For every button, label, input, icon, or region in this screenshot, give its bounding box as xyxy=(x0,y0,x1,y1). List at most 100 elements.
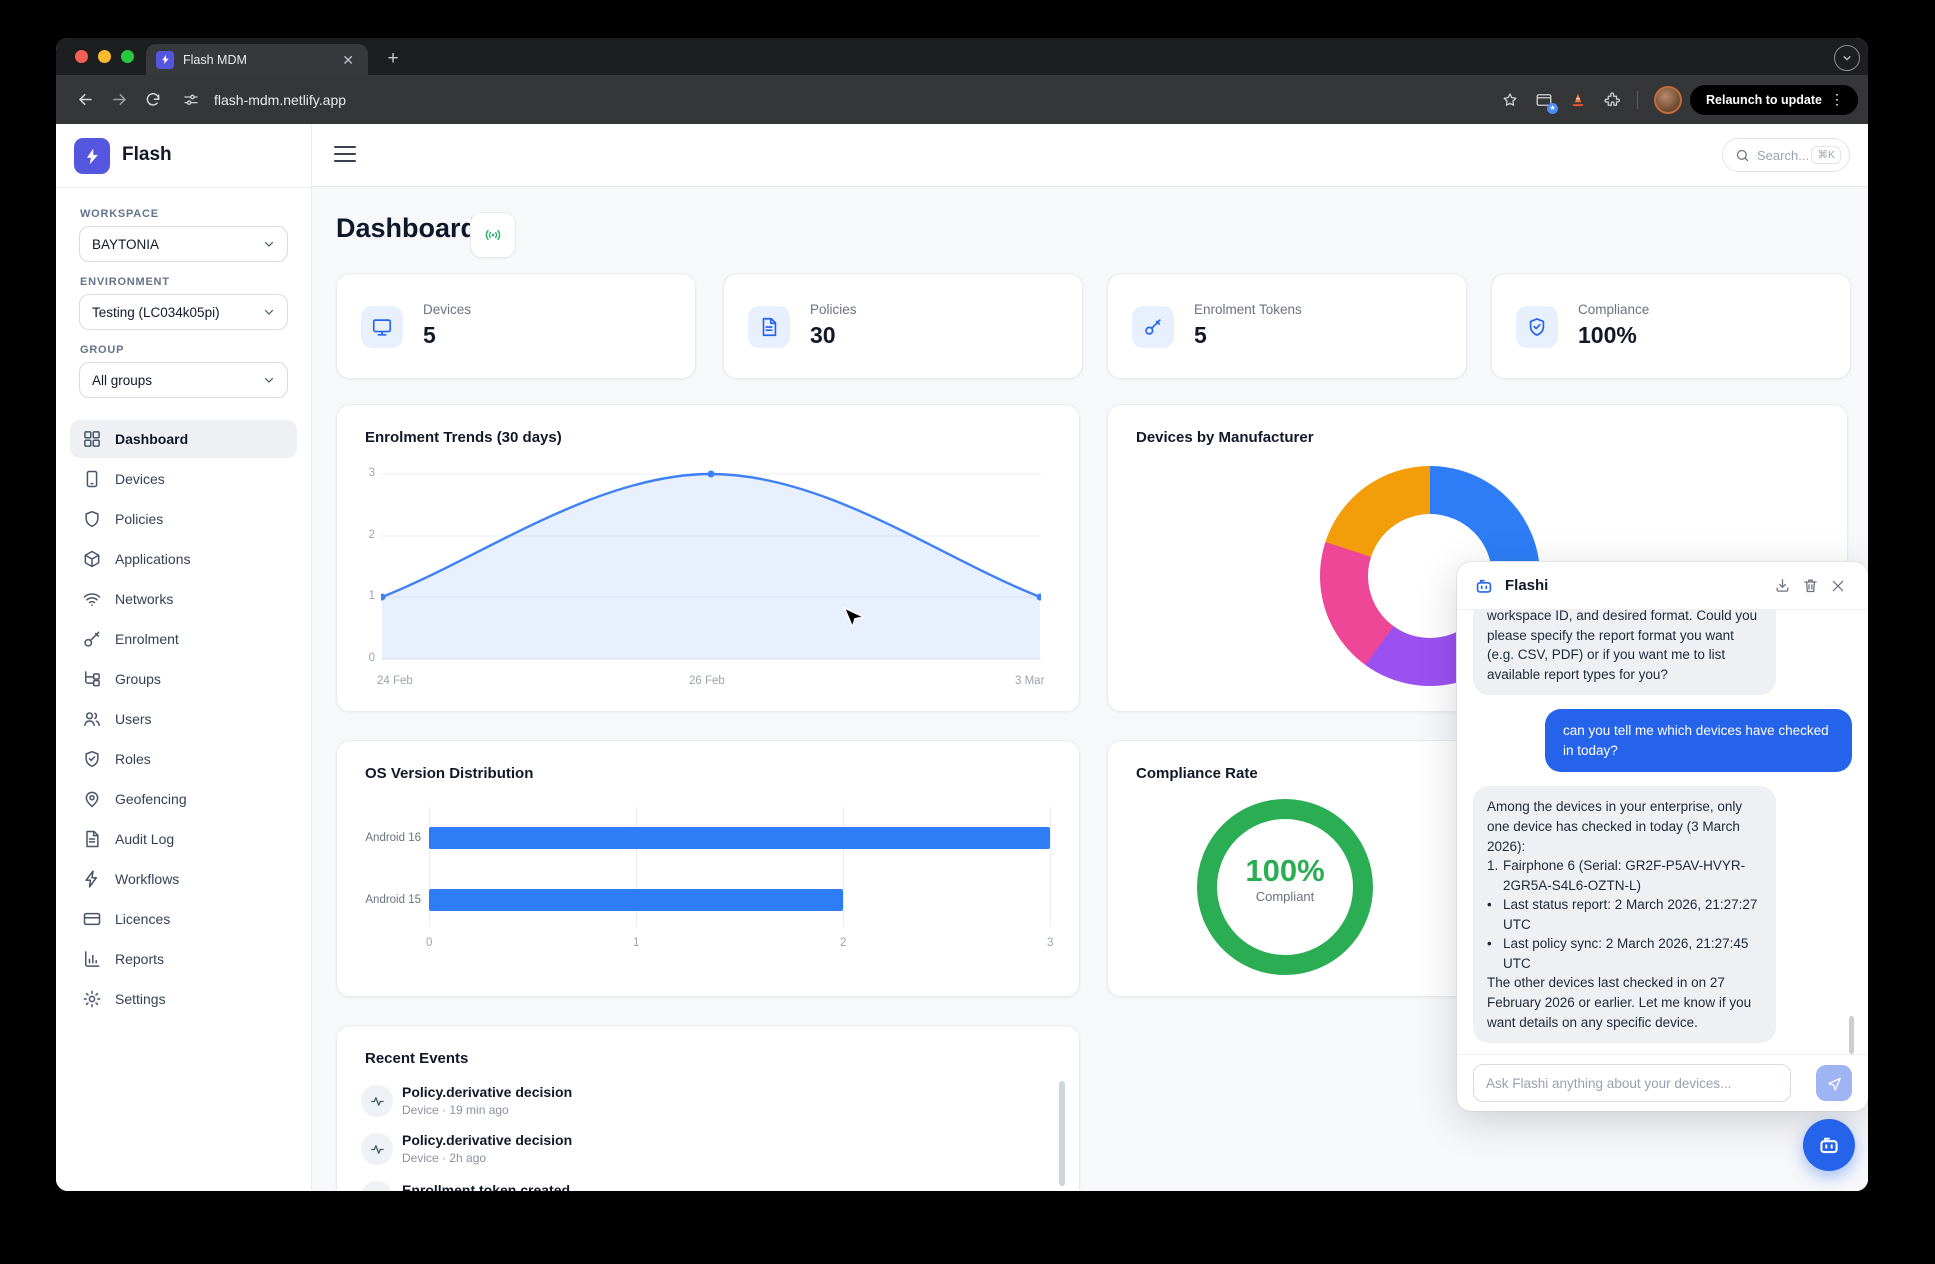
bar-label: Android 15 xyxy=(365,894,421,906)
brand-name: Flash xyxy=(122,144,172,165)
environment-value: Testing (LC034k05pi) xyxy=(92,304,220,320)
line-chart xyxy=(381,470,1041,660)
sidebar-item-groups[interactable]: Groups xyxy=(70,660,297,698)
bar-android-16 xyxy=(429,827,1050,849)
activity-icon xyxy=(361,1085,393,1117)
trash-icon[interactable] xyxy=(1796,572,1824,600)
site-info-icon[interactable] xyxy=(174,83,208,117)
shield-check-icon xyxy=(1516,306,1558,348)
sidebar-item-networks[interactable]: Networks xyxy=(70,580,297,618)
group-select[interactable]: All groups xyxy=(79,362,288,398)
chevron-down-icon xyxy=(263,238,275,250)
bookmark-star-icon[interactable] xyxy=(1493,83,1527,117)
card-title: Recent Events xyxy=(365,1050,469,1067)
map-pin-icon xyxy=(82,789,102,809)
assistant-message: workspace ID, and desired format. Could … xyxy=(1473,610,1776,696)
stat-value: 5 xyxy=(1194,322,1207,348)
robot-icon xyxy=(1820,1137,1838,1154)
send-button[interactable] xyxy=(1816,1065,1852,1101)
flash-logo-icon xyxy=(74,138,110,174)
sidebar-item-settings[interactable]: Settings xyxy=(70,980,297,1018)
sidebar-item-label: Workflows xyxy=(115,871,180,887)
download-icon[interactable] xyxy=(1768,572,1796,600)
chat-input[interactable] xyxy=(1473,1064,1791,1102)
sidebar-item-label: Settings xyxy=(115,991,166,1007)
cone-extension-icon[interactable] xyxy=(1561,83,1595,117)
flashi-fab-button[interactable] xyxy=(1803,1119,1855,1171)
sidebar-item-applications[interactable]: Applications xyxy=(70,540,297,578)
hamburger-menu-icon[interactable] xyxy=(334,146,356,162)
sidebar-item-reports[interactable]: Reports xyxy=(70,940,297,978)
x-tick: 1 xyxy=(633,937,640,949)
browser-toolbar: flash-mdm.netlify.app ★ Relaunch to upda… xyxy=(56,75,1868,124)
stat-card-policies: Policies 30 xyxy=(723,273,1083,379)
sidebar-nav: Dashboard Devices Policies Applications … xyxy=(70,420,297,1020)
sidebar-item-label: Groups xyxy=(115,671,161,687)
url-text[interactable]: flash-mdm.netlify.app xyxy=(214,91,347,108)
sidebar-item-geofencing[interactable]: Geofencing xyxy=(70,780,297,818)
message-outro: The other devices last checked in on 27 … xyxy=(1487,975,1752,1030)
tab-close-icon[interactable]: ✕ xyxy=(342,51,354,68)
sidebar-item-workflows[interactable]: Workflows xyxy=(70,860,297,898)
star-badge: ★ xyxy=(1547,102,1559,114)
file-text-icon xyxy=(748,306,790,348)
kebab-menu-icon[interactable]: ⋮ xyxy=(1830,91,1844,107)
list-item-text: Fairphone 6 (Serial: GR2F-P5AV-HVYR-2GR5… xyxy=(1503,858,1746,893)
sidebar-item-label: Policies xyxy=(115,511,164,527)
stat-card-devices: Devices 5 xyxy=(336,273,696,379)
bullet: • xyxy=(1487,897,1492,913)
sidebar-item-policies[interactable]: Policies xyxy=(70,500,297,538)
profile-avatar[interactable] xyxy=(1654,85,1683,114)
y-tick: 2 xyxy=(368,529,375,541)
user-message: can you tell me which devices have check… xyxy=(1545,709,1852,773)
events-scrollbar[interactable] xyxy=(1059,1081,1065,1186)
sidebar-item-licences[interactable]: Licences xyxy=(70,900,297,938)
forward-button[interactable] xyxy=(102,83,136,117)
chat-header: Flashi xyxy=(1457,562,1868,610)
relaunch-button[interactable]: Relaunch to update ⋮ xyxy=(1690,84,1858,115)
stat-label: Policies xyxy=(810,302,857,317)
browser-tab[interactable]: Flash MDM ✕ xyxy=(146,44,368,75)
x-tick: 2 xyxy=(840,937,847,949)
workspace-select[interactable]: BAYTONIA xyxy=(79,226,288,262)
macos-close-button[interactable] xyxy=(75,50,88,63)
extensions-puzzle-icon[interactable] xyxy=(1595,83,1629,117)
sidebar-item-dashboard[interactable]: Dashboard xyxy=(70,420,297,458)
search-shortcut-badge: ⌘K xyxy=(1811,146,1841,164)
file-text-icon xyxy=(82,829,102,849)
compliance-label: Compliant xyxy=(1255,889,1315,904)
macos-zoom-button[interactable] xyxy=(121,50,134,63)
sidebar-item-users[interactable]: Users xyxy=(70,700,297,738)
key-icon xyxy=(1132,306,1174,348)
tab-search-chevron-icon[interactable] xyxy=(1834,45,1860,71)
sidebar-item-label: Reports xyxy=(115,951,165,967)
back-button[interactable] xyxy=(68,83,102,117)
sidebar-item-devices[interactable]: Devices xyxy=(70,460,297,498)
environment-select[interactable]: Testing (LC034k05pi) xyxy=(79,294,288,330)
sidebar-item-audit-log[interactable]: Audit Log xyxy=(70,820,297,858)
tab-title: Flash MDM xyxy=(183,52,247,67)
environment-label: ENVIRONMENT xyxy=(80,276,170,288)
key-icon xyxy=(82,629,102,649)
tab-group-star-extension-icon[interactable]: ★ xyxy=(1527,83,1561,117)
close-icon[interactable] xyxy=(1824,572,1852,600)
grid-icon xyxy=(82,429,102,449)
credit-card-icon xyxy=(82,909,102,929)
wifi-icon xyxy=(82,589,102,609)
x-tick: 3 xyxy=(1047,937,1054,949)
macos-minimize-button[interactable] xyxy=(98,50,111,63)
y-tick: 1 xyxy=(368,590,375,602)
search-input[interactable]: Search... ⌘K xyxy=(1722,138,1850,172)
list-number: 1. xyxy=(1487,858,1499,874)
shield-icon xyxy=(82,509,102,529)
new-tab-button[interactable]: + xyxy=(387,48,399,69)
sidebar-item-enrolment[interactable]: Enrolment xyxy=(70,620,297,658)
bullet-text: Last status report: 2 March 2026, 21:27:… xyxy=(1503,897,1758,932)
live-broadcast-button[interactable] xyxy=(470,212,516,258)
toolbar-separator xyxy=(1637,90,1639,109)
sidebar-item-roles[interactable]: Roles xyxy=(70,740,297,778)
bar-android-15 xyxy=(429,889,843,911)
chat-scrollbar[interactable] xyxy=(1849,1016,1854,1054)
robot-icon xyxy=(1476,579,1492,593)
reload-button[interactable] xyxy=(136,83,170,117)
